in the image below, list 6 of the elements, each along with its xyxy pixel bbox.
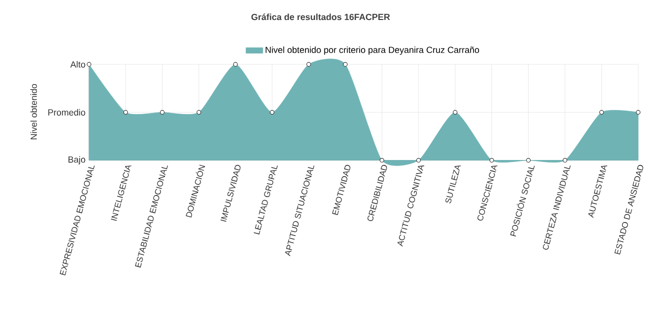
text: Bajo — [68, 156, 86, 165]
text: Alto — [70, 61, 86, 68]
y-axis-title: Nivel obtenido — [30, 84, 37, 140]
text: Promedio — [48, 109, 86, 116]
legend-label: Nivel obtenido por criterio para Deyanira Cruz Carraño — [266, 46, 480, 55]
chart-title: Gráfica de resultados 16FACPER — [251, 14, 390, 20]
